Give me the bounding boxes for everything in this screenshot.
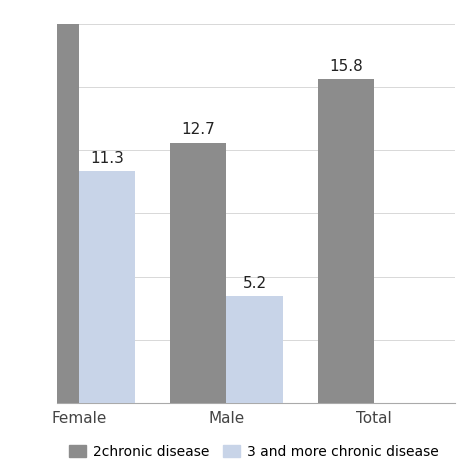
- Text: 12.7: 12.7: [182, 122, 215, 137]
- Bar: [227, 296, 283, 403]
- Legend: 2chronic disease, 3 and more chronic disease: 2chronic disease, 3 and more chronic dis…: [64, 439, 444, 464]
- Bar: [23, 0, 79, 403]
- Text: 5.2: 5.2: [242, 276, 266, 291]
- Bar: [318, 79, 374, 403]
- Text: 11.3: 11.3: [90, 151, 124, 166]
- Text: 15.8: 15.8: [329, 59, 363, 74]
- Bar: [171, 143, 227, 403]
- Bar: [79, 171, 135, 403]
